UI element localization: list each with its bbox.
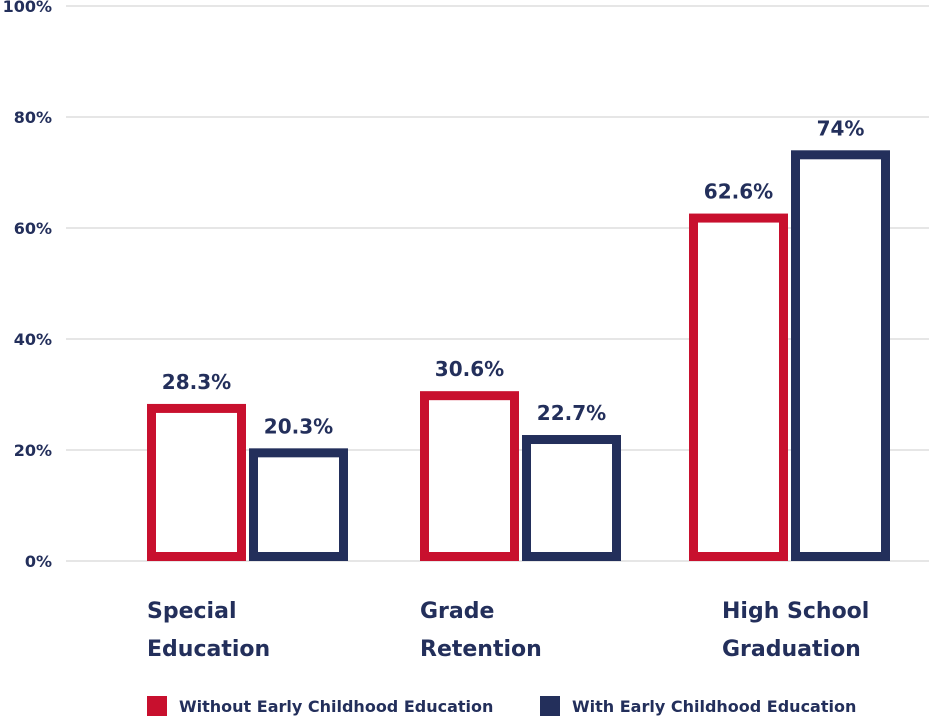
- legend-item-with: With Early Childhood Education: [540, 693, 856, 719]
- y-tick-label: 80%: [14, 108, 52, 127]
- data-label: 74%: [817, 116, 865, 140]
- category-label: High School: [722, 599, 869, 624]
- y-tick-label: 60%: [14, 219, 52, 238]
- bars: [147, 150, 890, 562]
- category-label: Retention: [420, 637, 542, 662]
- y-tick-label: 20%: [14, 441, 52, 460]
- data-label: 22.7%: [537, 401, 606, 425]
- y-tick-label: 0%: [25, 552, 52, 571]
- data-label: 30.6%: [435, 357, 504, 381]
- legend-label-with: With Early Childhood Education: [572, 696, 857, 716]
- legend-swatch-without: [147, 696, 167, 716]
- category-label: Education: [147, 637, 270, 662]
- bar-without-0: [147, 403, 246, 561]
- bar-without-2: [689, 213, 788, 561]
- category-label: Special: [147, 599, 236, 624]
- legend-item-without: Without Early Childhood Education: [147, 693, 493, 719]
- data-label: 20.3%: [264, 414, 333, 438]
- category-label: Graduation: [722, 637, 861, 662]
- data-label: 62.6%: [704, 180, 773, 204]
- data-label: 28.3%: [162, 370, 231, 394]
- y-axis-ticks: 0% 20% 40% 60% 80% 100%: [3, 0, 52, 571]
- bar-with-1: [522, 435, 621, 562]
- bar-chart: 0% 20% 40% 60% 80% 100% 28.3% 20.3% 30.6% 22.7% 6…: [3, 0, 929, 662]
- data-labels: 28.3% 20.3% 30.6% 22.7% 62.6% 74%: [162, 116, 865, 438]
- legend-label-without: Without Early Childhood Education: [179, 696, 494, 716]
- y-tick-label: 40%: [14, 330, 52, 349]
- bar-with-0: [249, 448, 348, 561]
- y-tick-label: 100%: [3, 0, 52, 16]
- category-label: Grade: [420, 599, 494, 624]
- legend-swatch-with: [540, 696, 560, 716]
- bar-with-2: [791, 150, 890, 562]
- category-labels: Special Education Grade Retention High Schoo…: [147, 599, 869, 662]
- bar-without-1: [420, 391, 519, 562]
